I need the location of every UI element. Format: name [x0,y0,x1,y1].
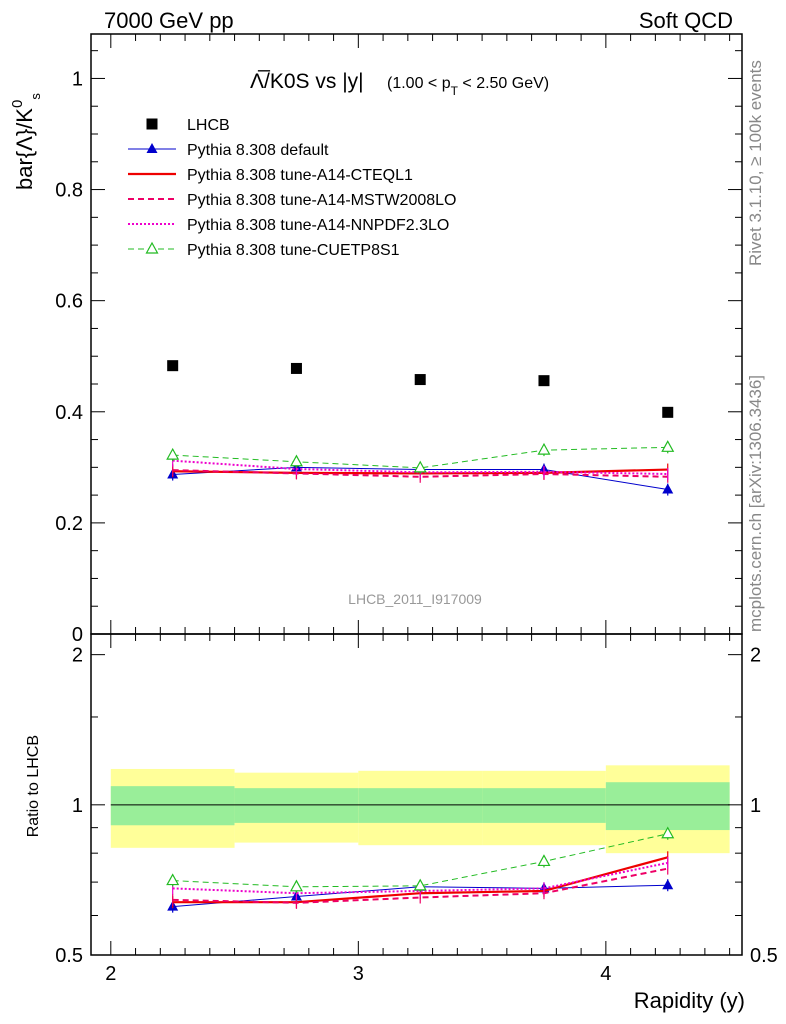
legend: LHCB Pythia 8.308 default Pythia 8.308 tun… [128,117,456,259]
series-5-line [172,446,668,469]
legend-label: Pythia 8.308 tune-CUETP8S1 [187,242,400,259]
series-1-point [662,483,674,494]
ratio-axis-label: Ratio to LHCB [25,735,42,837]
data-point [290,362,302,374]
legend-label: Pythia 8.308 default [187,142,329,159]
energy-label: 7000 GeV pp [104,8,234,33]
legend-marker [146,118,158,130]
series-5-ratio-point [166,873,180,886]
y-tick-label: 0.2 [55,513,83,535]
y-tick-label: 0 [72,624,83,646]
plot-title: Λ̅/K0S vs |y| (1.00 < pT < 2.50 GeV) [250,70,549,98]
ratio-tick-label: 2 [72,645,83,667]
svg-text:Λ̅/K0S vs |y|: Λ̅/K0S vs |y| [250,70,364,93]
x-axis-label: Rapidity (y) [634,988,745,1013]
x-tick-label: 2 [105,963,116,985]
ratio-band-inner [358,788,483,823]
ratio-tick-label-right: 2 [750,645,761,667]
analysis-watermark: LHCB_2011_I917009 [348,591,482,607]
ratio-tick-label-right: 1 [750,795,761,817]
data-point [662,406,674,418]
ratio-tick-label: 0.5 [55,945,83,967]
series-5-point [537,442,551,455]
legend-label: Pythia 8.308 tune-A14-NNPDF2.3LO [187,217,449,234]
legend-marker [145,241,159,254]
process-label: Soft QCD [639,8,733,33]
data-point [538,375,550,387]
svg-text:bar{Λ}/K0s: bar{Λ}/K0s [9,93,43,190]
rivet-label: Rivet 3.1.10, ≥ 100k events [746,60,765,266]
series-5-ratio-line [172,833,668,888]
ratio-frame [90,633,743,956]
series-5-point [661,440,675,452]
ratio-band-inner [482,788,606,823]
svg-text:(1.00 < pT < 2.50 GeV): (1.00 < pT < 2.50 GeV) [387,75,549,98]
data-point [167,360,179,372]
y-tick-label: 0.6 [55,291,83,313]
series-3-line [172,469,668,478]
mcplots-label: mcplots.cern.ch [arXiv:1306.3436] [746,375,765,632]
series-5-point [166,447,180,460]
series-5-point [289,454,303,467]
series-1-ratio-point [662,879,674,890]
x-tick-label: 4 [600,963,611,985]
legend-label: Pythia 8.308 tune-A14-CTEQL1 [187,167,413,184]
ratio-panel: 2 3 4 0.5 0.5 1 1 2 2 [55,633,778,985]
main-panel: 0 0.2 0.4 0.6 0.8 1 [55,33,743,646]
series-5-ratio-point [661,826,675,839]
ratio-tick-label: 1 [72,795,83,817]
series-4-ratio-line [172,861,668,895]
data-point [414,374,426,386]
series-5-point [413,460,427,473]
ratio-band-inner [110,786,235,826]
legend-marker [146,143,158,153]
series-5-ratio-point [537,854,551,867]
y-axis-label: bar{Λ}/K0s [9,93,43,190]
y-tick-label: 0.4 [55,402,83,424]
series-5-ratio-point [413,878,427,891]
ratio-tick-label-right: 0.5 [750,945,778,967]
y-tick-label: 1 [72,68,83,90]
x-tick-label: 3 [353,963,364,985]
ratio-band-inner [605,782,730,831]
series-4-line [172,459,668,475]
ratio-band-inner [234,788,359,823]
legend-label: Pythia 8.308 tune-A14-MSTW2008LO [187,192,456,209]
y-tick-label: 0.8 [55,180,83,202]
legend-label: LHCB [187,117,230,134]
series-5-ratio-point [289,879,303,892]
series-3-ratio-line [172,867,668,904]
